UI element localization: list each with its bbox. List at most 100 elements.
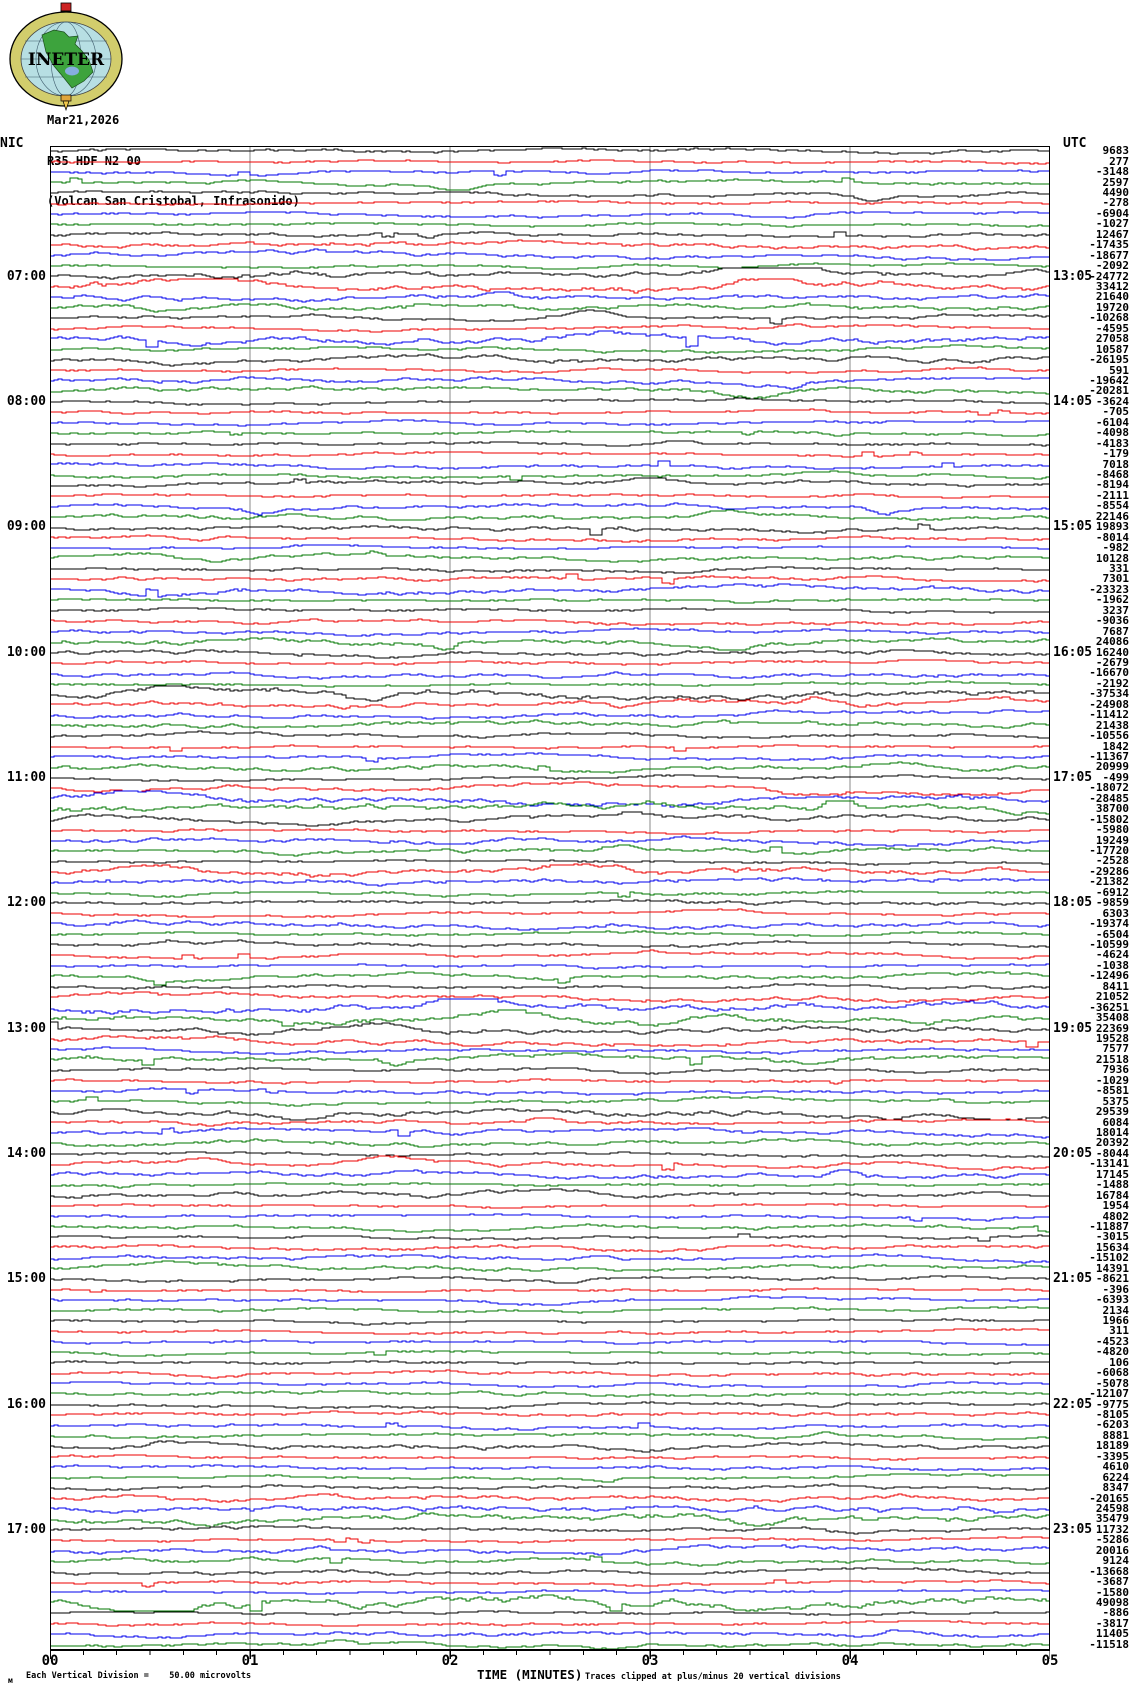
peak-amplitude-value: -13668: [1089, 1565, 1129, 1578]
peak-amplitude-value: 35408: [1095, 1011, 1129, 1024]
seismic-trace: [50, 1328, 1050, 1335]
peak-amplitude-value: -19642: [1089, 374, 1129, 387]
peak-amplitude-value: -26195: [1089, 353, 1129, 366]
seismic-trace: [50, 1244, 1050, 1253]
peak-amplitude-value: 7936: [1102, 1063, 1130, 1076]
seismic-trace: [50, 291, 1050, 303]
seismic-trace: [50, 899, 1050, 906]
peak-amplitude-value: -8621: [1095, 1272, 1129, 1285]
peak-amplitude-value: -11412: [1089, 708, 1129, 721]
local-time-label: 11:00: [6, 770, 46, 785]
nicaragua-landmass: [41, 29, 94, 89]
local-time-label: 10:00: [6, 645, 46, 660]
seismic-trace: [50, 1536, 1050, 1544]
peak-amplitude-value: -886: [1102, 1606, 1130, 1619]
seismic-trace: [50, 1306, 1050, 1314]
peak-amplitude-value: -2192: [1095, 677, 1129, 690]
peak-amplitude-value: 9683: [1102, 144, 1130, 157]
seismic-trace: [50, 1223, 1050, 1233]
peak-amplitude-value: -3687: [1095, 1575, 1129, 1588]
peak-amplitude-value: -5980: [1095, 823, 1129, 836]
seismic-trace: [50, 1410, 1050, 1417]
peak-amplitude-value: 8411: [1102, 980, 1130, 993]
peak-amplitude-value: 7018: [1102, 458, 1130, 471]
seismic-trace: [50, 1555, 1050, 1567]
peak-amplitude-value: -2679: [1095, 656, 1129, 669]
peak-amplitude-value: -3624: [1095, 395, 1129, 408]
peak-amplitude-value: 7301: [1102, 572, 1130, 585]
peak-amplitude-value: 24086: [1095, 635, 1129, 648]
peak-amplitude-value: -6203: [1095, 1418, 1129, 1431]
peak-amplitude-value: -5078: [1095, 1377, 1129, 1390]
seismic-trace: [50, 939, 1050, 948]
peak-amplitude-value: 1842: [1102, 740, 1130, 753]
seismic-trace: [50, 1078, 1050, 1085]
peak-amplitude-value: -24908: [1089, 698, 1129, 711]
seismic-trace: [50, 1639, 1050, 1650]
peak-amplitude-value: 10587: [1095, 343, 1129, 356]
seismic-trace: [50, 1473, 1050, 1483]
seismic-trace: [50, 222, 1050, 228]
seismic-trace: [50, 1431, 1050, 1441]
seismic-trace: [50, 709, 1050, 720]
seismic-trace: [50, 1138, 1050, 1148]
peak-amplitude-value: -2111: [1095, 489, 1129, 502]
date-text: Mar21,2026: [47, 113, 120, 127]
peak-amplitude-value: -1962: [1095, 593, 1129, 606]
seismic-trace: [50, 607, 1050, 614]
local-time-label: 08:00: [6, 394, 46, 409]
peak-amplitude-value: -8554: [1095, 499, 1129, 512]
peak-amplitude-value: -4624: [1095, 948, 1129, 961]
seismic-trace: [50, 680, 1050, 688]
peak-amplitude-value: -499: [1102, 771, 1130, 784]
peak-amplitude-value: 6084: [1102, 1116, 1130, 1129]
peak-amplitude-value: -17435: [1089, 238, 1129, 251]
peak-amplitude-value: -8468: [1095, 468, 1129, 481]
seismic-trace: [50, 502, 1050, 516]
peak-amplitude-value: 4490: [1102, 186, 1130, 199]
seismic-trace: [50, 248, 1050, 261]
seismic-trace: [50, 649, 1050, 659]
local-time-label: 13:00: [6, 1021, 46, 1036]
peak-amplitude-value: -19374: [1089, 917, 1129, 930]
seismic-trace: [50, 1360, 1050, 1365]
peak-amplitude-value: 21640: [1095, 290, 1129, 303]
seismic-trace: [50, 534, 1050, 543]
seismic-trace: [50, 828, 1050, 835]
seismic-trace: [50, 890, 1050, 898]
peak-amplitude-value: 19249: [1095, 834, 1129, 847]
seismic-trace: [50, 1339, 1050, 1346]
seismic-trace: [50, 200, 1050, 206]
peak-amplitude-value: 6303: [1102, 907, 1130, 920]
seismic-trace: [50, 598, 1050, 604]
seismic-trace: [50, 1096, 1050, 1107]
seismic-trace: [50, 1440, 1050, 1453]
seismic-trace: [50, 583, 1050, 598]
peak-amplitude-value: 15634: [1095, 1241, 1129, 1254]
seismic-trace: [50, 239, 1050, 251]
seismic-trace: [50, 1052, 1050, 1067]
peak-amplitude-value: -18072: [1089, 781, 1129, 794]
peak-amplitude-value: -8581: [1095, 1084, 1129, 1097]
footer-mark: м: [8, 1676, 13, 1685]
utc-time-label: 14:05: [1053, 394, 1093, 409]
seismic-trace: [50, 267, 1050, 280]
peak-amplitude-value: -8105: [1095, 1408, 1129, 1421]
peak-amplitude-value: 22369: [1095, 1022, 1129, 1035]
peak-amplitude-value: -1580: [1095, 1586, 1129, 1599]
peak-amplitude-value: 20016: [1095, 1544, 1129, 1557]
peak-amplitude-value: -20165: [1089, 1492, 1129, 1505]
seismic-trace: [50, 460, 1050, 470]
peak-amplitude-value: -6904: [1095, 207, 1129, 220]
peak-amplitude-value: 106: [1109, 1356, 1129, 1369]
peak-amplitude-value: 19720: [1095, 301, 1129, 314]
peak-amplitude-value: -3015: [1095, 1230, 1129, 1243]
seismic-trace: [50, 1464, 1050, 1471]
ineter-logo-text: INETER: [28, 50, 105, 70]
utc-time-label: 22:05: [1053, 1397, 1093, 1412]
seismic-trace: [50, 719, 1050, 729]
seismic-trace: [50, 671, 1050, 680]
peak-amplitude-value: -12107: [1089, 1387, 1129, 1400]
seismic-trace: [50, 1483, 1050, 1491]
lake-nicaragua: [65, 66, 79, 76]
